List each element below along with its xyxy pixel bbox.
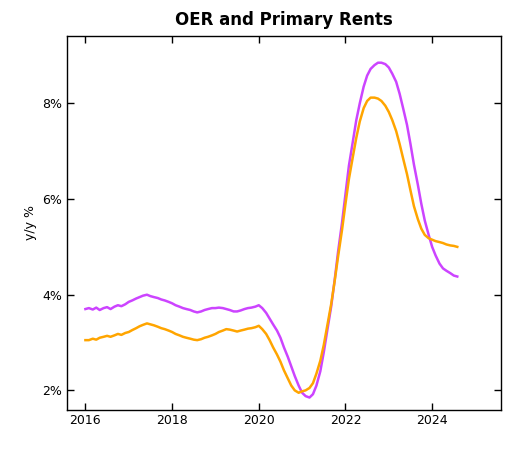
Y-axis label: y/y %: y/y % xyxy=(24,206,37,240)
Title: OER and Primary Rents: OER and Primary Rents xyxy=(175,11,393,29)
